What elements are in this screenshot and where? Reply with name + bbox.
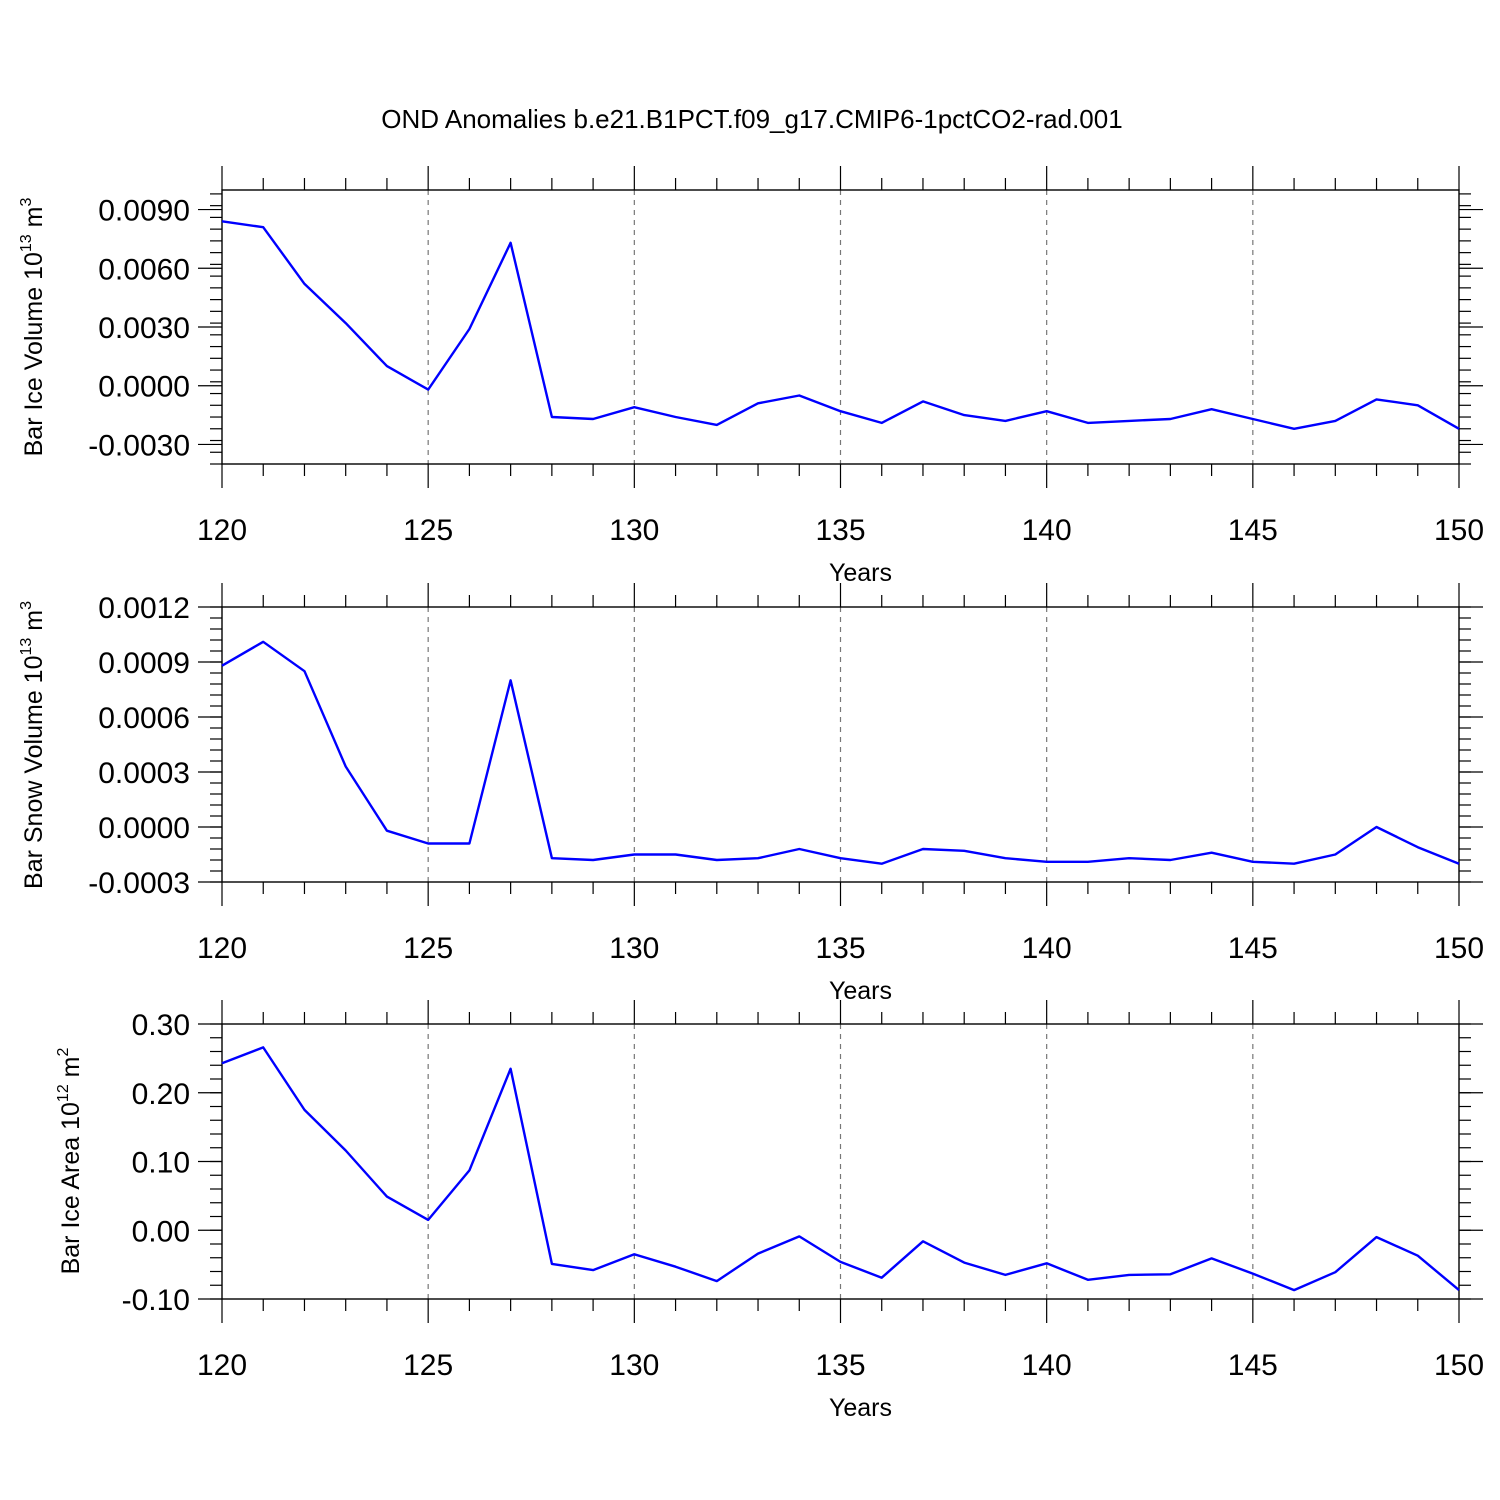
chart-title: OND Anomalies b.e21.B1PCT.f09_g17.CMIP6-… (381, 104, 1122, 134)
y-tick-label: 0.30 (132, 1009, 190, 1042)
x-tick-label: 145 (1228, 514, 1278, 547)
x-tick-label: 150 (1434, 514, 1484, 547)
x-tick-label: 125 (403, 932, 453, 965)
y-tick-label: 0.20 (132, 1078, 190, 1111)
x-tick-label: 120 (197, 514, 247, 547)
y-tick-label: -0.0003 (88, 867, 190, 900)
chart-panel-3: 120 125 130 135 140 145 150 Years 0.30 0.20 0.10 0.… (55, 1000, 1484, 1422)
x-tick-label: 150 (1434, 932, 1484, 965)
y-tick-label: 0.0012 (98, 592, 190, 625)
y-tick-label: 0.0030 (98, 312, 190, 345)
x-tick-label: 140 (1022, 514, 1072, 547)
x-tick-label: 120 (197, 932, 247, 965)
y-tick-label: 0.0060 (98, 253, 190, 286)
chart-panel-1: 120 125 130 135 140 145 150 Years 0.0090 0.0060 0.… (18, 166, 1484, 587)
y-tick-label: 0.0003 (98, 757, 190, 790)
x-tick-label: 145 (1228, 1349, 1278, 1382)
x-axis-label: Years (829, 977, 892, 1005)
x-axis-label: Years (829, 1394, 892, 1422)
x-tick-label: 125 (403, 514, 453, 547)
x-tick-label: 135 (815, 1349, 865, 1382)
x-tick-label: 130 (609, 932, 659, 965)
series-line (221, 1046, 1460, 1292)
y-tick-label: -0.10 (122, 1284, 190, 1317)
y-tick-label: 0.10 (132, 1147, 190, 1180)
x-tick-label: 140 (1022, 1349, 1072, 1382)
series-line (221, 220, 1460, 430)
chart-panel-2: 120 125 130 135 140 145 150 Years 0.0012 0.0009 0.… (18, 583, 1484, 1005)
x-tick-label: 140 (1022, 932, 1072, 965)
x-tick-label: 135 (815, 932, 865, 965)
x-axis-label: Years (829, 559, 892, 587)
x-tick-label: 135 (815, 514, 865, 547)
x-tick-label: 120 (197, 1349, 247, 1382)
x-tick-label: 125 (403, 1349, 453, 1382)
x-tick-label: 145 (1228, 932, 1278, 965)
y-tick-label: 0.0000 (98, 371, 190, 404)
y-tick-label: 0.0000 (98, 812, 190, 845)
y-tick-label: 0.0006 (98, 702, 190, 735)
y-tick-label: -0.0030 (88, 429, 190, 462)
series-line (221, 640, 1460, 865)
x-tick-label: 130 (609, 514, 659, 547)
x-tick-label: 130 (609, 1349, 659, 1382)
y-tick-label: 0.0090 (98, 195, 190, 228)
x-tick-label: 150 (1434, 1349, 1484, 1382)
y-axis-label: Bar Ice Volume 1013 m3 (18, 198, 48, 457)
y-axis-label: Bar Ice Area 1012 m2 (55, 1048, 85, 1275)
y-tick-label: 0.00 (132, 1215, 190, 1248)
y-axis-label: Bar Snow Volume 1013 m3 (18, 601, 48, 889)
y-tick-label: 0.0009 (98, 647, 190, 680)
